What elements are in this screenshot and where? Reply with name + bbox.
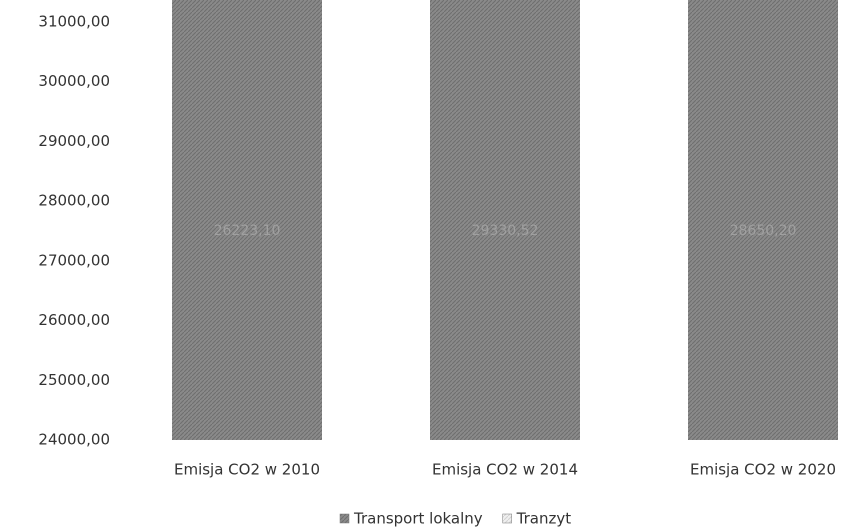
legend-label: Transport lokalny	[353, 510, 483, 528]
y-tick-label: 31000,00	[38, 13, 110, 31]
y-tick-label: 25000,00	[38, 371, 110, 389]
y-tick-label: 29000,00	[38, 132, 110, 150]
x-tick-label: Emisja CO2 w 2014	[432, 461, 578, 479]
y-tick-label: 30000,00	[38, 72, 110, 90]
bar-segment	[430, 0, 580, 440]
y-tick-label: 26000,00	[38, 311, 110, 329]
bar-segment	[688, 0, 838, 440]
x-tick-label: Emisja CO2 w 2010	[174, 461, 320, 479]
legend-label: Tranzyt	[516, 510, 572, 528]
legend-swatch	[502, 513, 512, 524]
data-label: 29330,52	[472, 223, 539, 239]
x-tick-label: Emisja CO2 w 2020	[690, 461, 836, 479]
data-label: 28650,20	[730, 223, 797, 239]
y-tick-label: 24000,00	[38, 431, 110, 449]
bar-segment	[172, 0, 322, 440]
data-label: 26223,10	[214, 223, 281, 239]
y-tick-label: 27000,00	[38, 251, 110, 269]
y-tick-label: 28000,00	[38, 192, 110, 210]
legend-swatch	[339, 513, 350, 524]
